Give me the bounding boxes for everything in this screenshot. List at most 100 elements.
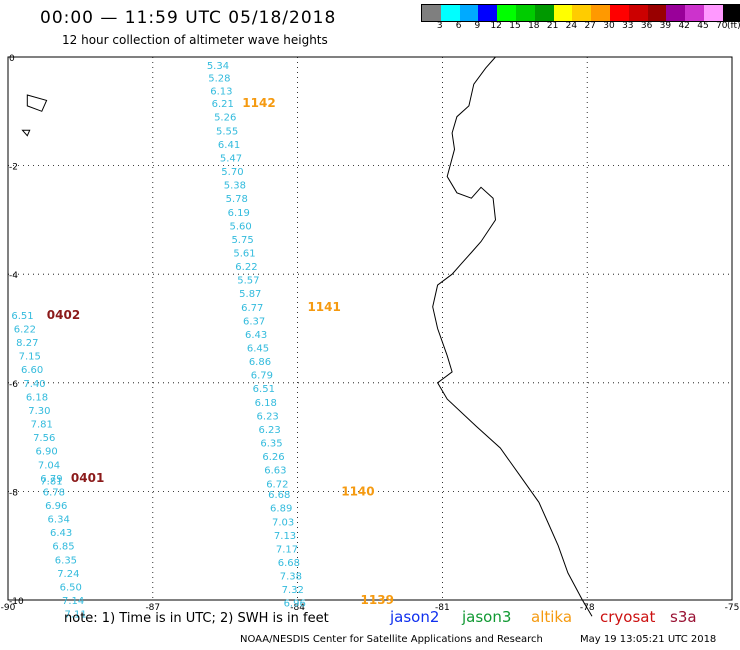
- legend-tick-label: 24: [565, 21, 578, 31]
- wave-height-value: 7.30: [28, 406, 50, 417]
- wave-height-value: 6.13: [210, 87, 232, 98]
- wave-height-value: 7.32: [282, 585, 304, 596]
- wave-height-value: 6.18: [26, 392, 48, 403]
- legend-jason3: jason3: [462, 608, 512, 626]
- pass-id-label: 0402: [47, 308, 80, 322]
- wave-height-value: 6.63: [264, 466, 286, 477]
- wave-height-value: 6.90: [35, 447, 57, 458]
- wave-height-value: 5.61: [233, 248, 255, 259]
- pass-id-label: 0401: [71, 471, 104, 485]
- legend-tick-label: 9: [474, 21, 481, 31]
- wave-height-value: 6.85: [52, 542, 74, 553]
- wave-height-value: 7.04: [38, 460, 60, 471]
- legend-tick-label: 42: [678, 21, 690, 31]
- coastline: [432, 56, 593, 617]
- legend-unit: (ft): [727, 21, 740, 31]
- wave-height-value: 6.34: [48, 515, 70, 526]
- y-tick-label: -4: [9, 271, 18, 281]
- wave-height-value: 5.38: [224, 181, 246, 192]
- wave-height-value: 6.86: [249, 357, 271, 368]
- wave-height-value: 7.24: [57, 569, 79, 580]
- wave-height-value: 6.77: [241, 303, 263, 314]
- wave-height-value: 6.22: [14, 325, 36, 336]
- wave-height-value: 5.78: [226, 194, 248, 205]
- legend-swatch: [534, 5, 554, 21]
- wave-height-value: 7.56: [33, 433, 55, 444]
- wave-height-value: 6.43: [50, 528, 72, 539]
- legend-tick-label: 36: [640, 21, 653, 31]
- wave-height-value: 6.35: [55, 555, 77, 566]
- wave-height-value: 7.15: [19, 352, 41, 363]
- legend-swatch: [647, 5, 667, 21]
- wave-height-value: 6.89: [270, 504, 292, 515]
- wave-height-value: 6.60: [21, 365, 43, 376]
- footer-note: note: 1) Time is in UTC; 2) SWH is in fe…: [64, 611, 329, 626]
- wave-height-value: 6.51: [11, 311, 33, 322]
- legend-tick-label: 6: [455, 21, 462, 31]
- legend-tick-label: 12: [490, 21, 502, 31]
- legend-swatch: [478, 5, 498, 21]
- wave-height-value: 6.68: [278, 558, 300, 569]
- wave-height-value: 6.23: [257, 411, 279, 422]
- wave-height-value: 6.45: [247, 344, 269, 355]
- legend-tick-label: 30: [603, 21, 615, 31]
- wave-height-value: 7.13: [274, 531, 296, 542]
- legend-swatch: [628, 5, 648, 21]
- wave-height-value: 7.11: [64, 610, 86, 621]
- legend-swatch: [572, 5, 592, 21]
- wave-height-value: 6.43: [245, 330, 267, 341]
- wave-height-value: 6.18: [255, 398, 277, 409]
- island: [26, 94, 48, 112]
- legend-tick-label: 27: [584, 21, 596, 31]
- x-tick-label: -81: [435, 603, 450, 613]
- y-tick-label: -10: [9, 597, 24, 607]
- legend-swatch: [553, 5, 573, 21]
- wave-height-value: 6.72: [266, 479, 288, 490]
- legend-tick-label: 18: [528, 21, 540, 31]
- wave-height-value: 7.03: [272, 517, 294, 528]
- wave-height-value: 7.40: [23, 379, 45, 390]
- wave-height-value: 6.23: [258, 425, 280, 436]
- wave-height-value: 6.68: [268, 490, 290, 501]
- x-tick-label: -84: [290, 603, 305, 613]
- y-tick-label: 0: [9, 54, 15, 64]
- legend-jason2: jason2: [390, 608, 440, 626]
- wave-height-value: 5.26: [214, 113, 236, 124]
- legend-tick-label: 39: [659, 21, 672, 31]
- map-subtitle: 12 hour collection of altimeter wave hei…: [62, 33, 328, 47]
- wave-height-value: 5.57: [237, 276, 259, 287]
- credit-line: NOAA/NESDIS Center for Satellite Applica…: [240, 634, 543, 645]
- wave-height-value: 6.41: [218, 140, 240, 151]
- legend-tick-label: 45: [697, 21, 709, 31]
- x-tick-label: -87: [145, 603, 160, 613]
- color-scale-labels: 3 6 9 12 15 18 21 24 27 30 33 36 39 42 45 70 (ft): [421, 21, 740, 35]
- pass-id-label: 1142: [242, 96, 275, 110]
- legend-tick-label: 15: [509, 21, 521, 31]
- legend-swatch: [722, 5, 740, 21]
- legend-swatch: [703, 5, 723, 21]
- legend-swatch: [497, 5, 516, 21]
- wave-height-value: 6.96: [45, 501, 67, 512]
- wave-height-value: 5.28: [208, 74, 230, 85]
- wave-height-value: 7.38: [280, 572, 302, 583]
- island: [21, 129, 31, 137]
- wave-height-value: 6.22: [235, 262, 257, 273]
- pass-id-label: 1141: [307, 300, 340, 314]
- wave-height-value: 6.37: [243, 316, 265, 327]
- wave-height-value: 5.75: [231, 235, 253, 246]
- wave-height-value: 6.35: [260, 439, 282, 450]
- wave-height-value: 7.17: [276, 544, 298, 555]
- wave-height-value: 6.51: [253, 384, 275, 395]
- pass-id-label: 1140: [341, 484, 374, 498]
- wave-height-value: 7.81: [31, 420, 53, 431]
- map-title: 00:00 — 11:59 UTC 05/18/2018: [40, 8, 337, 28]
- wave-height-value: 6.19: [228, 208, 250, 219]
- legend-s3a: s3a: [670, 608, 697, 626]
- y-tick-label: -6: [9, 380, 18, 390]
- legend-swatch: [666, 5, 686, 21]
- pass-id-label: 1139: [361, 593, 394, 607]
- x-tick-label: -90: [1, 603, 16, 613]
- color-scale-legend: [421, 4, 740, 22]
- wave-height-value: 6.96: [284, 599, 306, 610]
- legend-cryosat: cryosat: [600, 608, 656, 626]
